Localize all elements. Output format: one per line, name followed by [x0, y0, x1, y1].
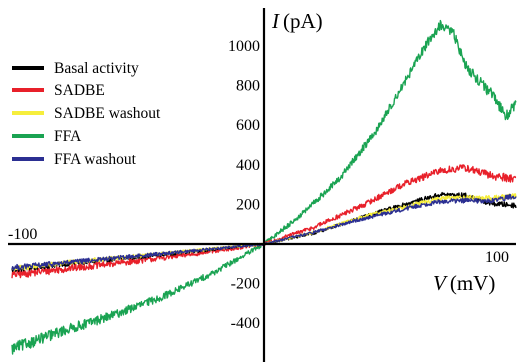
legend-label-ffa-washout: FFA washout	[54, 151, 137, 168]
legend-label-sadbe-washout: SADBE washout	[54, 105, 161, 122]
y-axis-symbol: I	[271, 9, 280, 33]
x-tick-label: 100	[485, 249, 509, 266]
y-tick-label: -200	[231, 276, 260, 293]
y-tick-label: 200	[236, 196, 260, 213]
legend-label-ffa: FFA	[54, 128, 82, 145]
y-tick-label: 600	[236, 117, 260, 134]
x-tick-label: -100	[8, 226, 37, 243]
y-tick-label: 1000	[228, 38, 260, 55]
x-axis-unit: (mV)	[450, 271, 496, 295]
y-axis-unit: (pA)	[283, 9, 323, 33]
legend: Basal activity SADBE SADBE washout FFA F…	[12, 60, 161, 168]
y-tick-label: 800	[236, 78, 260, 95]
legend-label-sadbe: SADBE	[54, 82, 105, 99]
y-tick-label: 400	[236, 157, 260, 174]
tick-labels: 1000 800 600 400 200 -200 -400 -100 100	[8, 38, 509, 332]
legend-label-basal-activity: Basal activity	[54, 60, 139, 77]
y-axis-title: I (pA)	[271, 9, 323, 33]
y-tick-label: -400	[231, 315, 260, 332]
x-axis-symbol: V	[433, 271, 448, 295]
x-axis-title: V (mV)	[433, 271, 495, 295]
